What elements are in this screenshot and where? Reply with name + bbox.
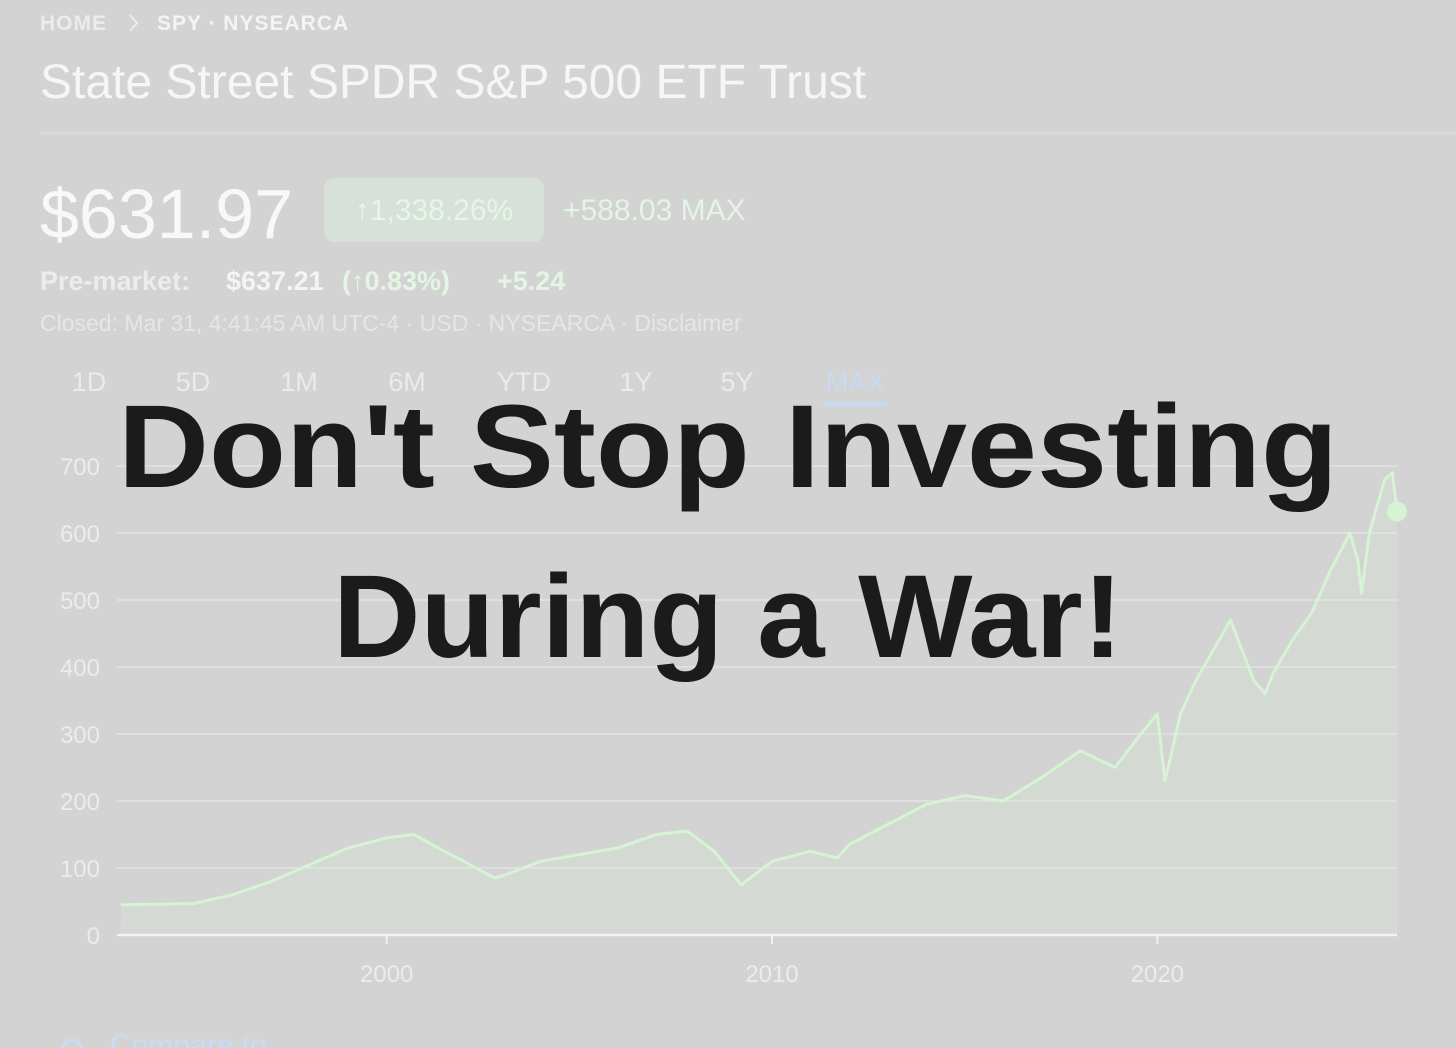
- range-tab[interactable]: 6M: [388, 367, 426, 397]
- price: $631.97: [40, 175, 293, 253]
- range-tab[interactable]: 1D: [72, 367, 107, 397]
- range-tab[interactable]: 1Y: [619, 367, 652, 397]
- area-fill: [120, 472, 1397, 935]
- chart: 0 100 200 300 400 500 600 700 2000 2010 2020: [60, 454, 1407, 988]
- y-tick-label: 400: [60, 655, 100, 682]
- x-tick-label: 2000: [360, 961, 413, 988]
- y-tick-label: 300: [60, 722, 100, 749]
- range-tab[interactable]: MAX: [826, 367, 885, 397]
- range-tab[interactable]: 5D: [176, 367, 211, 397]
- y-tick-label: 200: [60, 789, 100, 816]
- y-tick-label: 500: [60, 588, 100, 615]
- change-percent: ↑1,338.26%: [355, 194, 513, 227]
- last-point: [1387, 501, 1407, 522]
- premarket-price: $637.21: [226, 266, 324, 296]
- market-status: Closed: Mar 31, 4:41:45 AM UTC-4 · USD ·…: [40, 310, 742, 336]
- compare-link[interactable]: Compare to: [110, 1029, 267, 1048]
- premarket-change: +5.24: [497, 266, 565, 296]
- change-pill: [324, 178, 544, 242]
- y-tick-label: 100: [60, 856, 100, 883]
- range-tab-underline: [823, 402, 887, 406]
- breadcrumb-home[interactable]: HOME: [40, 12, 107, 35]
- range-tab[interactable]: YTD: [497, 367, 551, 397]
- search-icon: [60, 1038, 84, 1048]
- premarket-percent: (↑0.83%): [342, 266, 450, 296]
- overlay-headline: During a War!: [333, 551, 1123, 683]
- breadcrumb-chevron: [129, 14, 139, 32]
- x-tick-label: 2020: [1131, 961, 1184, 988]
- price-line: [120, 471, 1399, 907]
- y-tick-label: 600: [60, 521, 100, 548]
- y-tick-label: 700: [60, 454, 100, 481]
- overlay-headline: Don't Stop Investing: [118, 381, 1338, 513]
- x-tick-label: 2010: [745, 961, 798, 988]
- page-title: State Street SPDR S&P 500 ETF Trust: [40, 56, 866, 109]
- premarket-label: Pre-market:: [40, 266, 190, 296]
- range-tabs: 1D 5D 1M 6M YTD 1Y 5Y MAX: [72, 367, 887, 406]
- range-tab[interactable]: 1M: [280, 367, 318, 397]
- change-amount: +588.03 MAX: [563, 194, 746, 227]
- range-tab[interactable]: 5Y: [720, 367, 753, 397]
- y-tick-label: 0: [87, 923, 100, 950]
- breadcrumb-ticker: SPY · NYSEARCA: [157, 12, 349, 35]
